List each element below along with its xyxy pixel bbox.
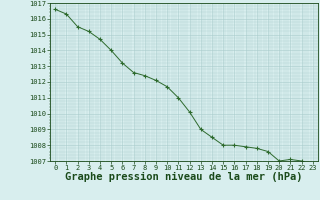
X-axis label: Graphe pression niveau de la mer (hPa): Graphe pression niveau de la mer (hPa) [65, 172, 303, 182]
